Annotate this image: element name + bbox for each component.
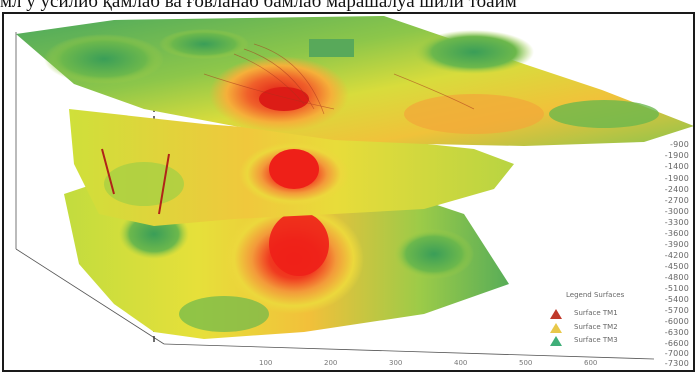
depth-tick: -5700 <box>664 306 689 315</box>
triangle-icon <box>550 309 562 319</box>
depth-tick: -3900 <box>664 240 689 249</box>
middle-surface <box>69 109 514 226</box>
page-caption: мл у усилиб қамлаб ва ғовланаб бамлаб ма… <box>0 0 517 12</box>
depth-tick: -1900 <box>664 174 689 183</box>
triangle-icon <box>550 323 562 333</box>
legend-label: Surface TM2 <box>574 323 618 331</box>
depth-tick: -4500 <box>664 262 689 271</box>
depth-tick: -4800 <box>664 273 689 282</box>
triangle-icon <box>550 336 562 346</box>
x-tick: 600 <box>584 359 598 367</box>
depth-tick: -6000 <box>664 317 689 326</box>
x-tick: 100 <box>259 359 273 367</box>
depth-tick: -900 <box>670 140 689 149</box>
x-tick: 400 <box>454 359 468 367</box>
depth-tick: -4200 <box>664 251 689 260</box>
legend-label: Surface TM1 <box>574 309 618 317</box>
depth-tick: -6600 <box>664 339 689 348</box>
depth-tick: -5100 <box>664 284 689 293</box>
3d-surface-view[interactable]: -900 -1900 -1400 -1900 -2400 -2700 -3000… <box>2 12 695 372</box>
x-tick: 500 <box>519 359 533 367</box>
top-surface <box>16 16 693 146</box>
legend-label: Surface TM3 <box>574 336 618 344</box>
depth-tick: -3300 <box>664 218 689 227</box>
legend-title: Legend Surfaces <box>566 291 625 299</box>
depth-tick: -7300 <box>664 359 689 368</box>
x-tick: 200 <box>324 359 338 367</box>
x-tick: 300 <box>389 359 403 367</box>
depth-tick: -5400 <box>664 295 689 304</box>
depth-tick: -1400 <box>664 162 689 171</box>
depth-tick: -6300 <box>664 328 689 337</box>
depth-tick: -3000 <box>664 207 689 216</box>
depth-tick: -7000 <box>664 349 689 358</box>
depth-tick: -3600 <box>664 229 689 238</box>
depth-tick: -2400 <box>664 185 689 194</box>
depth-tick: -2700 <box>664 196 689 205</box>
depth-tick: -1900 <box>664 151 689 160</box>
surface-legend: Legend Surfaces Surface TM1 Surface TM2 … <box>544 291 652 361</box>
surface-render <box>15 16 693 360</box>
